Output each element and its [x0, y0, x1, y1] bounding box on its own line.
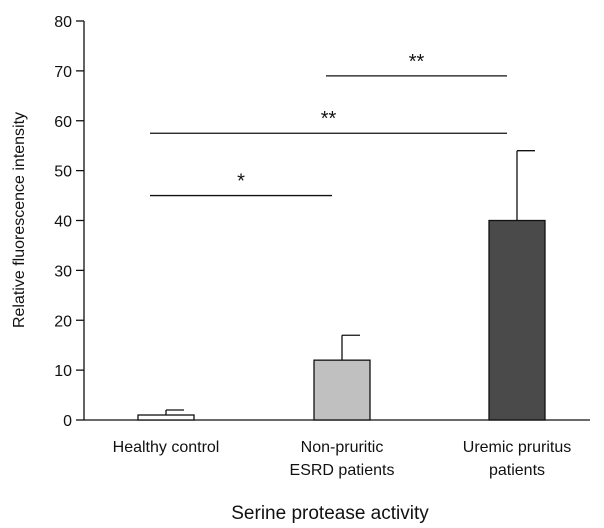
bar — [137, 414, 195, 421]
y-axis-label: Relative fluorescence intensity — [11, 112, 28, 328]
significance-label: ** — [321, 108, 337, 130]
y-tick-label: 30 — [54, 263, 72, 280]
significance-annotations: ***** — [150, 51, 507, 197]
y-tick-label: 60 — [54, 114, 72, 131]
axes: 0 10 20 30 40 50 60 70 80 — [54, 14, 590, 430]
error-bar — [165, 409, 184, 416]
bar — [488, 219, 546, 421]
category-labels: Healthy control Non-pruritic ESRD patients… — [113, 439, 572, 479]
bars — [137, 219, 546, 421]
error-bar — [516, 150, 535, 221]
error-bar — [341, 334, 360, 361]
x-tick-label: Uremic pruritus patients — [463, 439, 571, 479]
y-tick-label: 40 — [54, 214, 72, 231]
y-tick-label: 10 — [54, 363, 72, 380]
y-tick-label: 20 — [54, 313, 72, 330]
significance-label: * — [237, 171, 245, 193]
significance-label: ** — [409, 51, 425, 73]
x-axis-label: Serine protease activity — [231, 503, 429, 524]
y-tick-label: 80 — [54, 14, 72, 31]
x-tick-label: Non-pruritic ESRD patients — [290, 439, 395, 479]
error-bars — [165, 150, 535, 416]
x-tick-label: Healthy control — [113, 439, 220, 456]
y-tick-label: 70 — [54, 64, 72, 81]
y-tick-label: 0 — [63, 413, 72, 430]
bar — [313, 359, 371, 421]
y-tick-label: 50 — [54, 164, 72, 181]
